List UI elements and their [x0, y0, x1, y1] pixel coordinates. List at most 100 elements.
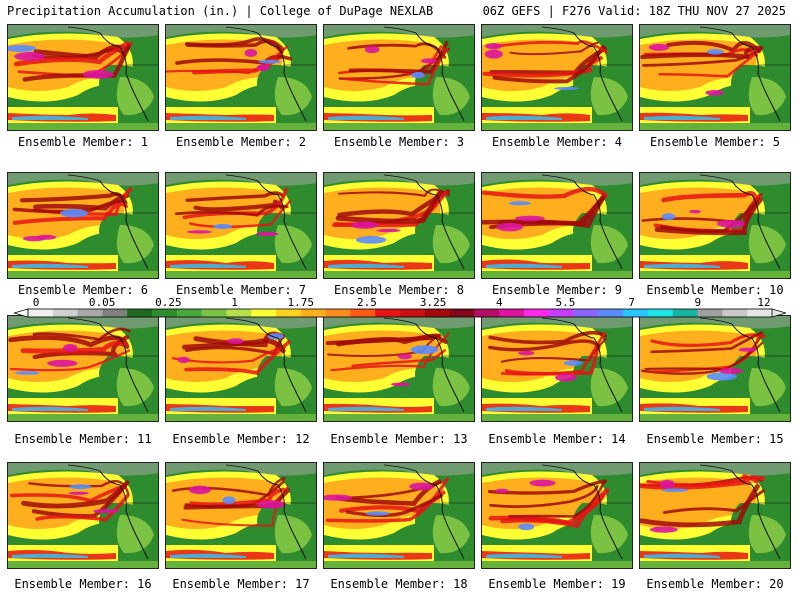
storm-track-band — [640, 484, 760, 528]
coastline-north — [225, 317, 259, 325]
colorbar-swatch — [697, 309, 723, 317]
ensemble-member-label: Ensemble Member: 12 — [172, 432, 310, 446]
southern-light-precip — [324, 414, 474, 421]
southern-light-precip — [640, 561, 790, 568]
heavy-precip-core — [518, 350, 535, 356]
heavy-precip-core — [495, 488, 509, 494]
precipitation-map — [8, 463, 158, 568]
heavy-precip-core — [59, 208, 88, 218]
tropical-band-cyan — [170, 115, 246, 120]
ensemble-member-label: Ensemble Member: 19 — [488, 577, 626, 591]
colorbar-swatch — [548, 309, 574, 317]
heavy-precip-core — [227, 338, 244, 344]
heavy-precip-core — [707, 48, 724, 55]
storm-track-band — [488, 493, 606, 525]
storm-track-band — [662, 489, 765, 515]
heavy-precip-core — [258, 59, 281, 64]
gray-snow-area — [640, 173, 790, 186]
gray-snow-area — [166, 463, 316, 476]
tropical-band-cyan — [644, 406, 720, 411]
ensemble-member-label: Ensemble Member: 13 — [330, 432, 468, 446]
colorbar-swatch — [623, 309, 649, 317]
heavy-precip-core — [177, 356, 190, 364]
colorbar-swatch — [276, 309, 302, 317]
ensemble-map-panel — [639, 172, 791, 279]
precipitation-map — [8, 173, 158, 278]
precipitation-map — [324, 316, 474, 421]
ensemble-map-panel — [323, 24, 475, 131]
ensemble-map-panel — [481, 24, 633, 131]
precipitation-map — [640, 25, 790, 130]
ensemble-member-label: Ensemble Member: 15 — [646, 432, 784, 446]
colorbar-tick-label: 12 — [757, 296, 770, 309]
southern-light-precip — [640, 123, 790, 130]
coastline-north — [67, 174, 101, 182]
colorbar-swatch — [251, 309, 277, 317]
heavy-precip-core — [350, 221, 379, 229]
precipitation-map — [640, 316, 790, 421]
colorbar-swatch — [176, 309, 202, 317]
southern-light-precip — [640, 271, 790, 278]
coastline — [415, 180, 465, 270]
gray-snow-area — [640, 25, 790, 38]
heavy-precip-core — [661, 213, 676, 221]
coastline-north — [225, 174, 259, 182]
ensemble-member-label: Ensemble Member: 10 — [646, 283, 784, 297]
colorbar-swatch — [400, 309, 426, 317]
colorbar-tick-label: 0.25 — [155, 296, 182, 309]
storm-track-band — [658, 48, 762, 78]
heavy-precip-core — [518, 523, 535, 531]
colorbar-tick-label: 9 — [695, 296, 702, 309]
heavy-precip-core — [14, 52, 45, 61]
precipitation-map — [166, 173, 316, 278]
storm-track-band — [509, 41, 599, 56]
storm-track-band — [12, 199, 126, 214]
coastline — [573, 323, 623, 413]
coastline-north — [383, 174, 417, 182]
coastline — [573, 180, 623, 270]
heavy-precip-core — [554, 86, 580, 90]
storm-track-band — [189, 487, 286, 507]
heavy-precip-core — [244, 49, 258, 57]
colorbar-swatch — [449, 309, 475, 317]
ensemble-map-panel — [639, 462, 791, 569]
ensemble-map-panel — [481, 315, 633, 422]
colorbar-swatch — [350, 309, 376, 317]
storm-track-band — [166, 45, 289, 75]
map-title: Precipitation Accumulation (in.) | Colle… — [7, 4, 434, 18]
heavy-precip-core — [689, 209, 702, 214]
precipitation-map — [324, 173, 474, 278]
southern-light-precip — [640, 414, 790, 421]
colorbar-swatch — [28, 309, 54, 317]
tropical-band-cyan — [486, 406, 562, 411]
storm-track-band — [338, 188, 451, 197]
precipitation-map — [482, 25, 632, 130]
precipitation-map — [640, 463, 790, 568]
gray-snow-area — [640, 316, 790, 329]
gray-snow-area — [482, 316, 632, 329]
tropical-band-cyan — [12, 115, 88, 120]
coastline — [99, 32, 149, 122]
coastline — [257, 180, 307, 270]
ensemble-member-label: Ensemble Member: 20 — [646, 577, 784, 591]
ensemble-member-label: Ensemble Member: 16 — [14, 577, 152, 591]
storm-track-band — [487, 479, 608, 495]
colorbar-swatch — [747, 309, 773, 317]
heavy-precip-core — [659, 479, 675, 489]
tropical-band-cyan — [486, 115, 562, 120]
coastline-north — [67, 26, 101, 34]
heavy-precip-core — [508, 201, 531, 206]
coastline — [415, 32, 465, 122]
heavy-precip-core — [8, 44, 37, 52]
ensemble-map-panel — [165, 315, 317, 422]
storm-track-band — [660, 201, 759, 233]
colorbar-tick-label: 3.25 — [420, 296, 447, 309]
colorbar-swatch — [672, 309, 698, 317]
gray-snow-area — [166, 25, 316, 38]
colorbar-swatch — [127, 309, 153, 317]
heavy-precip-core — [364, 45, 380, 54]
precipitation-map — [640, 173, 790, 278]
ensemble-map-panel — [639, 315, 791, 422]
colorbar-left-arrow — [14, 308, 29, 318]
colorbar-tick-label: 5.5 — [556, 296, 576, 309]
